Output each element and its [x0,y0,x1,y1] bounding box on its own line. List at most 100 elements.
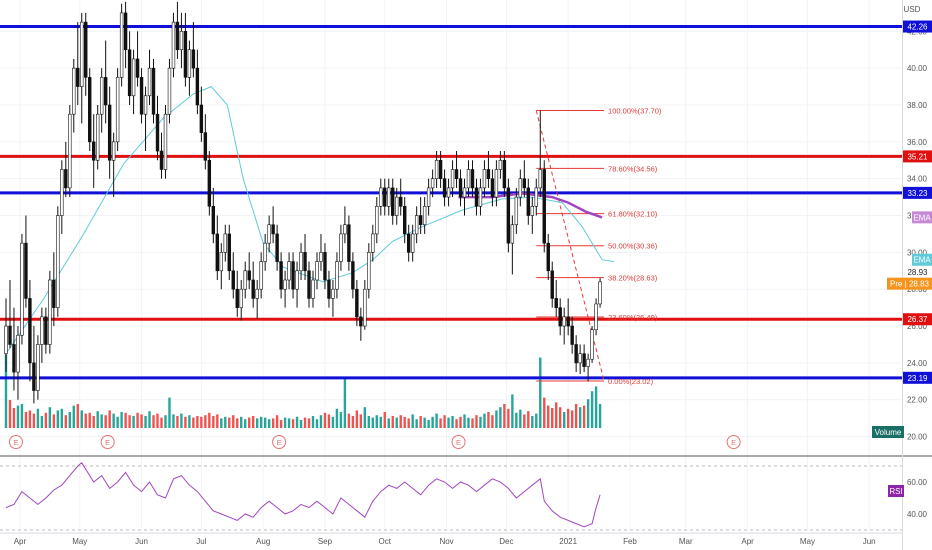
axis-tag[interactable]: 28.93 [903,266,932,279]
volume-bar [335,408,339,428]
candle [283,270,287,308]
volume-bar [204,415,207,428]
candle-body [534,187,538,207]
level-tag[interactable]: 33.23 [903,186,932,199]
horizontal-levels[interactable] [0,25,902,380]
price-tick-label: 28.00 [907,285,928,294]
candle-body [219,252,223,272]
time-tick-label: May [72,537,87,546]
candle [279,252,283,299]
candle-body [399,196,403,207]
candle-body [478,187,483,207]
earnings-circle [272,435,287,449]
volume-bar [124,412,127,428]
volume-bar [503,404,506,428]
candle [211,187,216,244]
earnings-marker[interactable]: E [8,435,23,449]
candle-body [335,261,339,290]
volume-bar [594,386,598,428]
volume-bar [108,410,111,428]
axis-tag[interactable]: Pre | 28.83 [887,277,932,290]
candle-body [379,187,383,207]
level-tag[interactable]: 26.37 [903,313,932,326]
volume-bar [399,415,402,428]
earnings-marker[interactable]: E [726,435,741,449]
candle [319,233,323,271]
axis-tag[interactable]: EMA [912,211,932,224]
candle-body [163,113,168,170]
rsi-tick-label: 40.00 [907,510,928,519]
earnings-marker[interactable]: E [272,435,287,449]
volume-bar [112,413,115,428]
volume-bar [259,416,263,428]
candle [371,224,375,262]
volume-bar [40,416,44,428]
volume-bar [371,417,375,428]
fib-level-label: 100.00%(37.70) [608,107,662,116]
candle [4,298,8,373]
volume-bar [383,412,386,428]
candle-body [115,77,120,143]
candle [203,114,208,170]
rsi-pane: RSI [0,462,904,531]
candle-body [414,215,419,235]
volume-bar [60,408,64,428]
volume-bar [407,418,410,428]
candle-body [303,252,307,272]
candle [12,307,16,391]
volume-bar [483,413,486,428]
volume-bar [447,417,450,428]
volume-bar [471,418,474,428]
level-tag[interactable]: 42.26 [903,20,932,33]
time-axis[interactable]: Apr May Jun Jul Aug Sep Oct Nov Dec 2021 Feb Mar Apr… [14,537,876,546]
level-tag[interactable]: 35.21 [903,150,932,163]
candle-body [167,67,172,115]
candle-body [287,261,291,281]
candle-body [111,141,116,161]
candle [127,31,132,105]
price-axis[interactable]: 60.0040.0042.0040.0038.0036.0034.0032.00… [887,20,932,519]
volume-bar [427,420,430,428]
volume-bar [36,408,40,428]
volume-bar [415,419,418,428]
candle-body [538,169,542,189]
candle-body [566,316,570,327]
volume-bar [84,413,87,428]
level-tag-bg [903,313,932,326]
candle-body [171,21,176,69]
earnings-circle [726,435,741,449]
level-tag-text: 42.26 [907,23,928,32]
price-tick-label: 38.00 [907,101,928,110]
candle-body [438,159,443,179]
volume-bar [463,414,466,428]
candle [367,243,371,299]
volume-bar [236,418,239,428]
earnings-marker[interactable]: E [451,435,466,449]
rsi-label-bg [888,485,904,497]
axis-tag[interactable]: EMA [912,253,932,266]
candle [478,178,483,216]
candle-body [331,288,335,299]
volume-bar [279,420,283,428]
candle-body [351,261,355,290]
volume-bar [164,415,167,428]
candle [422,197,427,234]
candle [462,178,467,216]
earnings-text: E [731,438,736,447]
earnings-marker[interactable]: E [100,435,115,449]
candle-body [462,187,467,198]
candle-body [474,187,479,207]
candle-body [578,353,582,364]
candle [526,178,531,225]
candle-body [187,49,192,78]
volume-bar [451,416,454,428]
volume-bar [44,412,48,428]
volume-bar [128,415,131,428]
candle-body [139,77,144,115]
candle-body [327,279,331,299]
candle-body [271,224,275,235]
time-tick-label: Mar [679,537,693,546]
level-tag[interactable]: 23.19 [903,371,932,384]
